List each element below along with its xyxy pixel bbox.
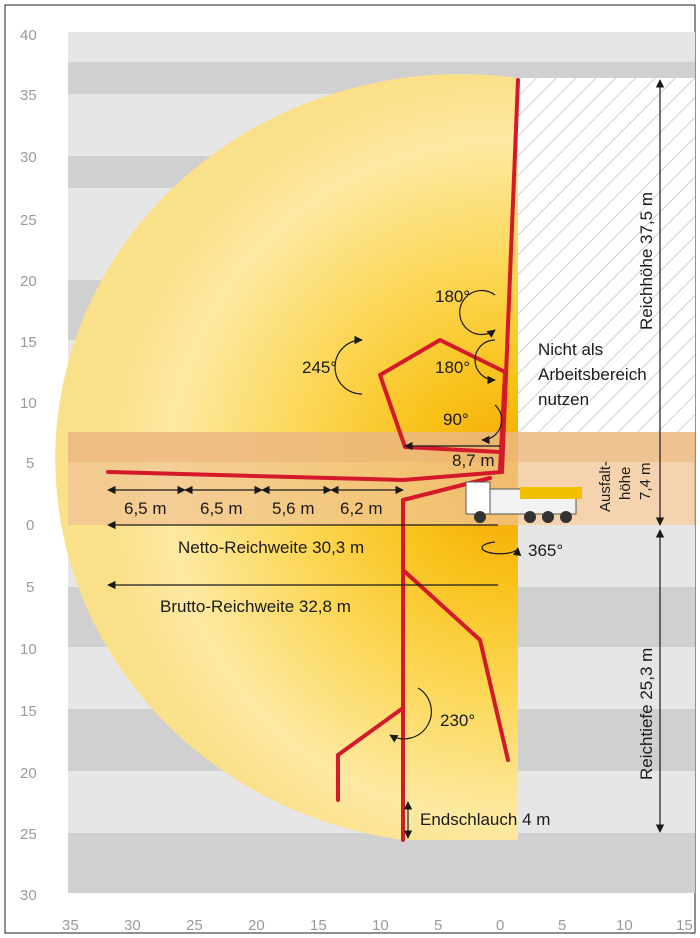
x-tick: 25 bbox=[186, 917, 203, 934]
angle-label-180-upper: 180° bbox=[435, 287, 470, 306]
net-reach-label: Netto-Reichweite 30,3 m bbox=[178, 538, 364, 557]
angle-label-180-lower: 180° bbox=[435, 358, 470, 377]
y-tick: 0 bbox=[26, 517, 34, 534]
y-tick: 15 bbox=[20, 334, 37, 351]
y-tick: 25 bbox=[20, 212, 37, 229]
gross-reach-label: Brutto-Reichweite 32,8 m bbox=[160, 597, 351, 616]
boom-configurations bbox=[106, 78, 520, 842]
angle-label-230: 230° bbox=[440, 711, 475, 730]
not-work-area-line2: Arbeitsbereich bbox=[538, 365, 647, 384]
x-tick: 35 bbox=[62, 917, 79, 934]
non-work-area bbox=[518, 78, 695, 432]
paver-height-line2: höhe bbox=[617, 467, 634, 500]
paver-height-label: Ausfalt- höhe 7,4 m bbox=[597, 461, 654, 512]
not-work-area-line1: Nicht als bbox=[538, 340, 603, 359]
y-tick: 30 bbox=[20, 887, 37, 904]
boom-horizontal bbox=[106, 470, 504, 482]
boom-downward bbox=[401, 476, 492, 842]
y-tick: 20 bbox=[20, 765, 37, 782]
x-tick: 15 bbox=[310, 917, 327, 934]
y-tick: 10 bbox=[20, 395, 37, 412]
segment-label-3: 5,6 m bbox=[272, 499, 315, 518]
y-tick: 15 bbox=[20, 703, 37, 720]
reach-height-label: Reichhöhe 37,5 m bbox=[637, 192, 656, 330]
x-tick: 0 bbox=[496, 917, 504, 934]
angle-label-365: 365° bbox=[528, 541, 563, 560]
segment-label-1: 6,5 m bbox=[124, 499, 167, 518]
segment-label-2: 6,5 m bbox=[200, 499, 243, 518]
x-tick: 10 bbox=[372, 917, 389, 934]
x-tick: 15 bbox=[676, 917, 693, 934]
paver-band-top bbox=[68, 432, 695, 462]
y-tick: 30 bbox=[20, 149, 37, 166]
y-tick: 5 bbox=[26, 455, 34, 472]
reach-depth-label: Reichtiefe 25,3 m bbox=[637, 648, 656, 780]
truck-icon bbox=[465, 481, 582, 523]
not-work-area-label: Nicht als Arbeitsbereich nutzen bbox=[538, 340, 647, 409]
end-hose-label: Endschlauch 4 m bbox=[420, 810, 550, 829]
y-tick: 5 bbox=[26, 579, 34, 596]
y-tick: 10 bbox=[20, 641, 37, 658]
x-tick: 20 bbox=[248, 917, 265, 934]
boom-folded bbox=[378, 338, 507, 472]
x-tick: 10 bbox=[616, 917, 633, 934]
boom-down-fold-right bbox=[401, 568, 510, 762]
boom-down-fold-left bbox=[336, 706, 405, 802]
angle-label-90: 90° bbox=[443, 410, 469, 429]
y-axis-ticks: 40 35 30 25 20 15 10 5 0 5 10 15 20 25 3… bbox=[20, 27, 37, 904]
y-tick: 40 bbox=[20, 27, 37, 44]
paver-height-line3: 7,4 m bbox=[637, 462, 654, 500]
x-tick: 5 bbox=[558, 917, 566, 934]
x-tick: 30 bbox=[124, 917, 141, 934]
not-work-area-line3: nutzen bbox=[538, 390, 589, 409]
y-tick: 20 bbox=[20, 273, 37, 290]
x-tick: 5 bbox=[434, 917, 442, 934]
segment-label-4: 6,2 m bbox=[340, 499, 383, 518]
dimension-lines bbox=[107, 79, 665, 839]
x-axis-ticks: 35 30 25 20 15 10 5 0 5 10 15 bbox=[62, 917, 693, 934]
y-tick: 25 bbox=[20, 826, 37, 843]
fold-reach-label: 8,7 m bbox=[452, 451, 495, 470]
paver-height-line1: Ausfalt- bbox=[597, 461, 614, 512]
y-tick: 35 bbox=[20, 87, 37, 104]
angle-label-245: 245° bbox=[302, 358, 337, 377]
